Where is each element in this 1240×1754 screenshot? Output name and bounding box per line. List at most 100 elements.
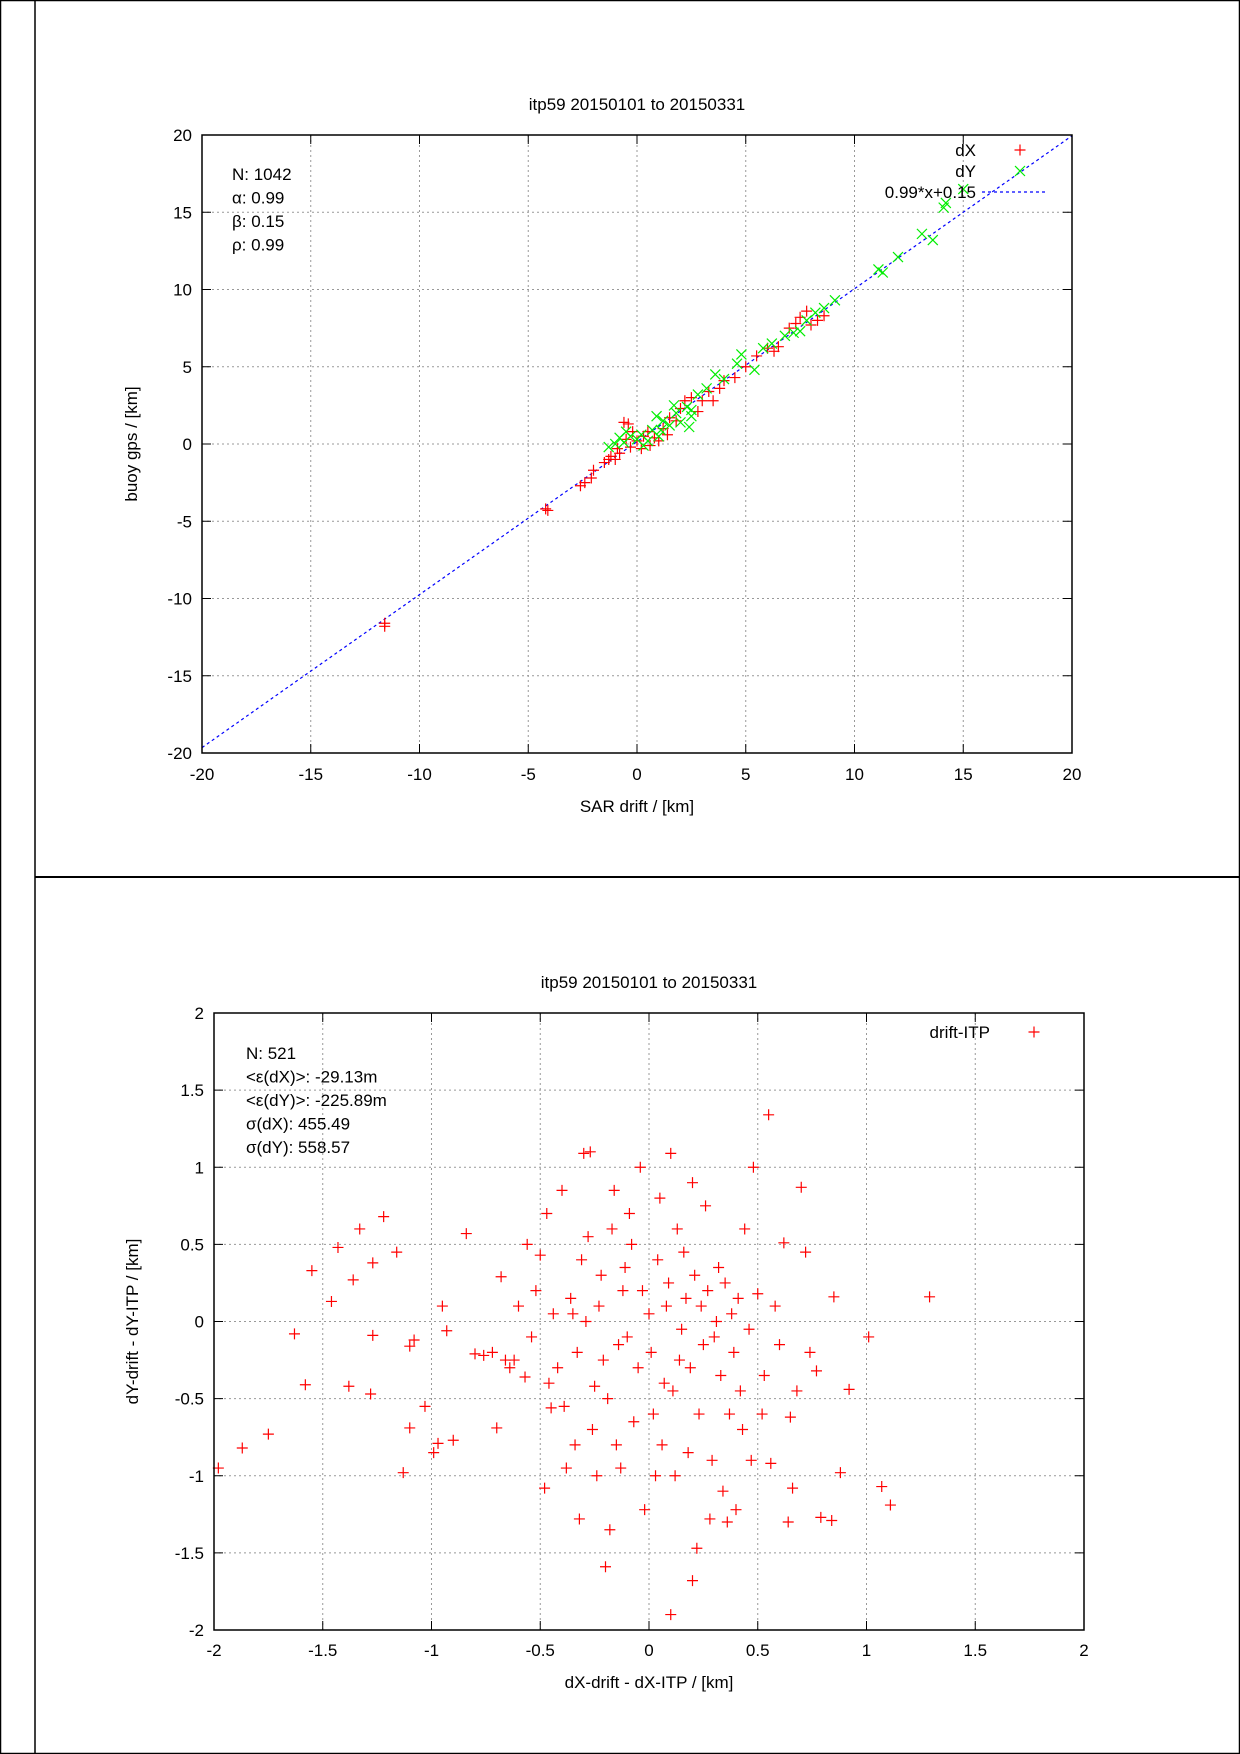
stats-text: α: 0.99 <box>232 189 284 208</box>
legend-marker <box>1014 144 1026 156</box>
data-point-dX <box>614 447 626 459</box>
data-point-dY <box>638 440 649 451</box>
plot-border <box>213 1012 1085 1631</box>
data-point-dX <box>644 440 656 452</box>
x-tick-label: 0 <box>632 765 641 784</box>
data-point-dY <box>718 373 730 385</box>
data-point-drift-ITP <box>700 1200 712 1212</box>
chart-title: itp59 20150101 to 20150331 <box>541 973 757 992</box>
data-point-dX <box>707 395 719 407</box>
data-point-drift-ITP <box>684 1362 696 1374</box>
data-point-drift-ITP <box>713 1262 725 1274</box>
data-point-drift-ITP <box>734 1385 746 1397</box>
data-point-drift-ITP <box>697 1339 709 1351</box>
x-tick-label: 5 <box>741 765 750 784</box>
data-point-drift-ITP <box>810 1365 822 1377</box>
y-tick-label: 20 <box>173 126 192 145</box>
data-point-drift-ITP <box>691 1542 703 1554</box>
data-point-drift-ITP <box>354 1223 366 1235</box>
data-point-dY <box>829 294 841 306</box>
data-point-drift-ITP <box>513 1300 524 1312</box>
y-tick-label: -1.5 <box>175 1544 204 1563</box>
data-point-drift-ITP <box>678 1246 690 1258</box>
data-point-dY <box>757 342 769 354</box>
data-point-dY <box>749 364 760 376</box>
data-point-drift-ITP <box>236 1442 248 1454</box>
legend-label: dY <box>955 162 976 181</box>
data-point-drift-ITP <box>756 1408 768 1420</box>
data-point-drift-ITP <box>526 1331 538 1343</box>
x-tick-label: -2 <box>206 1641 221 1660</box>
data-point-drift-ITP <box>404 1340 416 1352</box>
data-point-drift-ITP <box>378 1211 390 1223</box>
x-tick-label: -1 <box>424 1641 439 1660</box>
y-tick-label: 15 <box>173 203 192 222</box>
data-point-drift-ITP <box>656 1439 668 1451</box>
data-point-dX <box>751 350 763 362</box>
data-point-drift-ITP <box>728 1346 740 1358</box>
data-point-drift-ITP <box>752 1288 764 1300</box>
y-tick-label: -2 <box>189 1621 204 1640</box>
data-point-drift-ITP <box>573 1513 585 1525</box>
data-point-dY <box>670 407 682 419</box>
data-point-drift-ITP <box>569 1439 581 1451</box>
data-point-dY <box>603 441 615 453</box>
stats-text: σ(dY): 558.57 <box>246 1138 350 1157</box>
data-point-drift-ITP <box>447 1434 459 1446</box>
data-point-drift-ITP <box>623 1208 635 1220</box>
data-point-drift-ITP <box>769 1300 781 1312</box>
data-point-drift-ITP <box>763 1109 775 1121</box>
data-point-drift-ITP <box>547 1308 559 1320</box>
data-point-dY <box>731 358 743 370</box>
x-tick-label: 10 <box>845 765 864 784</box>
data-point-drift-ITP <box>658 1377 670 1389</box>
data-point-drift-ITP <box>558 1400 570 1412</box>
data-point-drift-ITP <box>365 1388 377 1400</box>
data-point-drift-ITP <box>539 1482 551 1494</box>
data-point-dX <box>661 429 673 441</box>
x-tick-label: 0 <box>644 1641 653 1660</box>
data-point-dY <box>892 251 904 263</box>
x-tick-label: 1 <box>862 1641 871 1660</box>
data-point-drift-ITP <box>576 1254 588 1266</box>
data-point-drift-ITP <box>408 1334 420 1346</box>
data-point-drift-ITP <box>626 1238 638 1250</box>
data-point-drift-ITP <box>604 1524 616 1536</box>
data-point-drift-ITP <box>419 1400 431 1412</box>
data-point-drift-ITP <box>628 1416 640 1428</box>
data-point-drift-ITP <box>519 1371 531 1383</box>
x-tick-label: -15 <box>298 765 323 784</box>
data-point-dY <box>957 183 969 195</box>
data-point-drift-ITP <box>299 1379 311 1391</box>
data-point-drift-ITP <box>663 1277 675 1289</box>
data-point-drift-ITP <box>347 1274 359 1286</box>
data-point-drift-ITP <box>828 1291 840 1303</box>
legend-label: drift-ITP <box>930 1023 990 1042</box>
y-tick-label: 2 <box>195 1004 204 1023</box>
data-point-drift-ITP <box>784 1411 796 1423</box>
data-point-drift-ITP <box>436 1300 448 1312</box>
y-axis-label: buoy gps / [km] <box>122 386 141 501</box>
data-point-drift-ITP <box>589 1380 601 1392</box>
data-point-drift-ITP <box>726 1308 738 1320</box>
data-point-dY <box>664 420 676 431</box>
data-point-drift-ITP <box>706 1454 718 1466</box>
data-point-drift-ITP <box>689 1269 701 1281</box>
data-point-drift-ITP <box>676 1323 688 1335</box>
data-point-dX <box>729 372 741 384</box>
data-point-dX <box>768 345 780 357</box>
data-point-dX <box>624 441 636 453</box>
data-point-drift-ITP <box>565 1292 577 1304</box>
data-point-drift-ITP <box>747 1161 759 1173</box>
y-tick-label: 10 <box>173 281 192 300</box>
data-point-drift-ITP <box>795 1181 807 1193</box>
data-point-dY <box>818 302 830 314</box>
data-point-drift-ITP <box>758 1369 770 1381</box>
data-point-drift-ITP <box>791 1385 803 1397</box>
data-point-drift-ITP <box>343 1380 355 1392</box>
data-point-dY <box>653 430 665 442</box>
data-point-drift-ITP <box>680 1292 692 1304</box>
data-point-drift-ITP <box>325 1295 337 1307</box>
data-point-dX <box>696 395 708 407</box>
x-tick-label: 1.5 <box>963 1641 987 1660</box>
